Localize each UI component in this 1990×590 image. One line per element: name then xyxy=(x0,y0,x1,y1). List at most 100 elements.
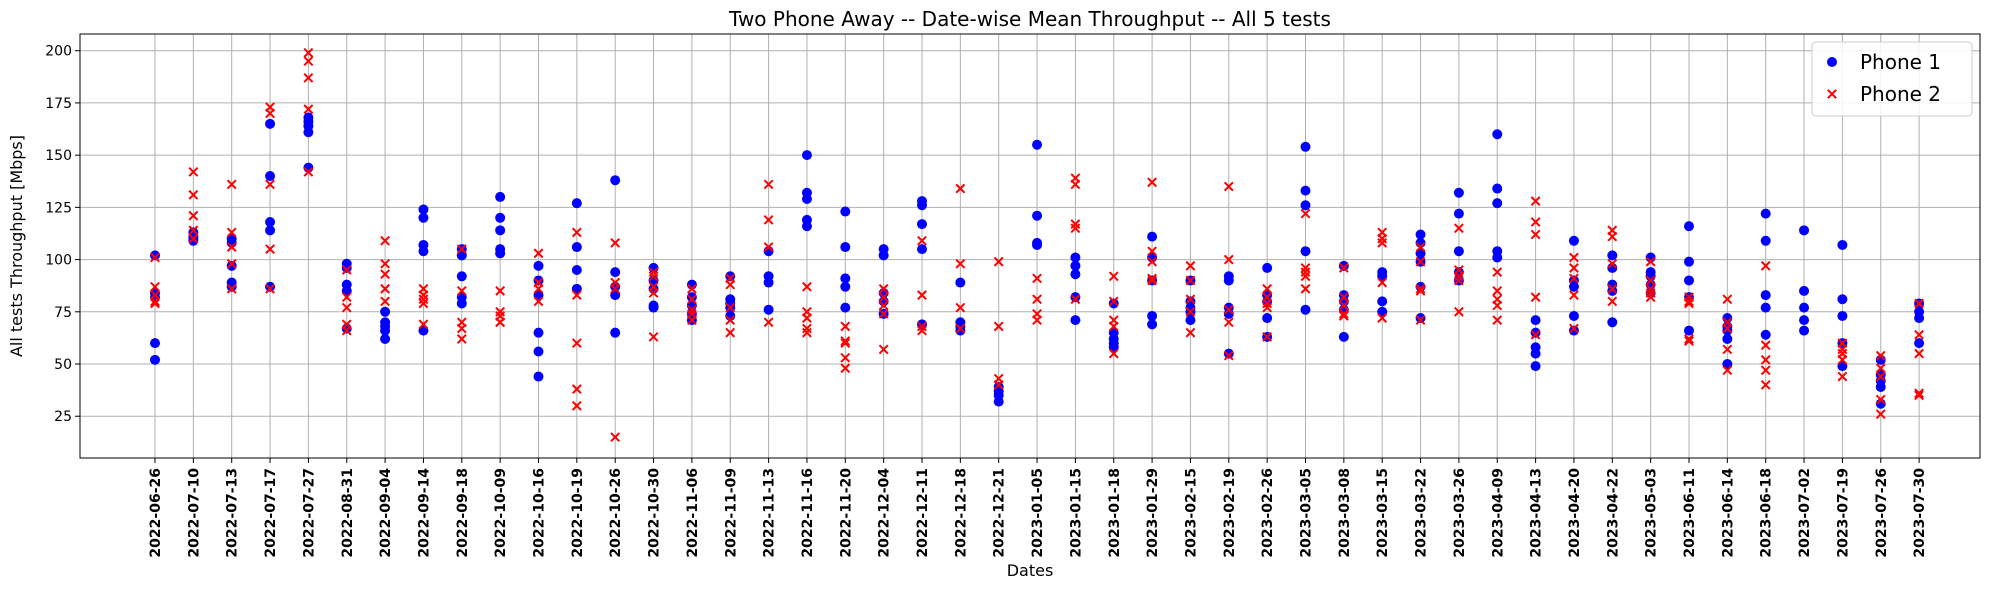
x-axis-label: Dates xyxy=(1007,561,1054,580)
point-phone-1 xyxy=(1530,361,1541,372)
x-tick-label: 2023-07-02 xyxy=(1797,468,1813,558)
point-phone-2 xyxy=(1108,321,1119,332)
point-phone-2 xyxy=(1300,263,1311,273)
point-phone-2 xyxy=(1530,196,1541,207)
point-phone-2 xyxy=(571,227,582,238)
x-tick-label: 2023-04-09 xyxy=(1490,468,1506,558)
point-phone-1 xyxy=(1453,246,1464,257)
point-phone-2 xyxy=(648,331,659,342)
point-phone-2 xyxy=(1108,348,1119,359)
y-axis-ticks: 25 50 75 100 125 150 175 200 xyxy=(45,44,80,425)
point-phone-2 xyxy=(1530,229,1541,240)
point-phone-1 xyxy=(955,325,966,336)
point-phone-1 xyxy=(1530,348,1541,359)
x-tick-label: 2022-12-21 xyxy=(992,468,1008,558)
x-tick-label: 2023-03-26 xyxy=(1452,468,1468,558)
point-phone-2 xyxy=(303,104,314,115)
point-phone-1 xyxy=(1070,269,1081,280)
point-phone-2 xyxy=(1300,271,1311,282)
point-phone-2 xyxy=(303,47,314,58)
point-phone-1 xyxy=(1147,310,1158,321)
point-phone-2 xyxy=(1415,283,1426,294)
point-phone-2 xyxy=(1070,219,1081,229)
point-phone-1 xyxy=(571,265,582,276)
point-phone-2 xyxy=(1070,223,1081,234)
point-phone-1 xyxy=(418,246,429,257)
point-phone-2 xyxy=(1760,365,1771,376)
point-phone-1 xyxy=(1607,285,1618,296)
point-phone-1 xyxy=(1760,235,1771,246)
x-tick-label: 2022-11-13 xyxy=(762,468,778,558)
point-phone-1 xyxy=(648,302,659,313)
x-tick-label: 2023-06-14 xyxy=(1720,468,1736,558)
point-phone-1 xyxy=(418,204,429,215)
point-phone-2 xyxy=(840,338,851,349)
point-phone-2 xyxy=(1108,296,1119,307)
point-phone-2 xyxy=(265,283,275,294)
point-phone-1 xyxy=(1300,200,1311,211)
point-phone-2 xyxy=(1569,273,1579,284)
point-phone-1 xyxy=(571,242,582,253)
point-phone-2 xyxy=(418,319,429,330)
point-phone-1 xyxy=(1300,304,1311,315)
point-phone-2 xyxy=(917,235,927,246)
point-phone-1 xyxy=(380,333,391,344)
point-phone-2 xyxy=(1914,329,1925,340)
point-phone-1 xyxy=(1684,221,1694,232)
point-phone-1 xyxy=(1338,331,1349,342)
point-phone-1 xyxy=(1837,239,1848,250)
point-phone-2 xyxy=(1914,390,1925,401)
point-phone-1 xyxy=(1722,325,1733,336)
point-phone-2 xyxy=(1453,271,1464,282)
point-phone-2 xyxy=(878,308,889,319)
point-phone-2 xyxy=(1262,331,1273,342)
point-phone-2 xyxy=(1607,296,1618,307)
point-phone-2 xyxy=(1492,285,1503,296)
point-phone-2 xyxy=(1722,294,1733,305)
point-phone-2 xyxy=(610,283,621,294)
point-phone-2 xyxy=(533,283,544,294)
x-axis-ticks: 2022-06-26 2022-07-10 2022-07-13 2022-07-17… xyxy=(148,458,1928,558)
point-phone-1 xyxy=(1799,285,1810,296)
point-phone-2 xyxy=(1415,256,1426,267)
point-phone-2 xyxy=(1645,283,1656,294)
point-phone-2 xyxy=(150,281,160,292)
point-phone-1 xyxy=(1722,333,1733,344)
y-tick-label: 50 xyxy=(54,357,72,373)
point-phone-2 xyxy=(686,304,697,315)
point-phone-1 xyxy=(917,219,927,230)
x-tick-label: 2023-07-19 xyxy=(1835,468,1851,558)
point-phone-2 xyxy=(1645,275,1656,286)
point-phone-2 xyxy=(571,290,582,300)
point-phone-1 xyxy=(1223,275,1234,286)
point-phone-2 xyxy=(763,242,774,252)
x-tick-label: 2023-07-30 xyxy=(1912,468,1928,558)
point-phone-2 xyxy=(1147,256,1158,267)
point-phone-1 xyxy=(840,281,851,292)
point-phone-1 xyxy=(840,206,851,217)
point-phone-1 xyxy=(533,327,544,338)
point-phone-2 xyxy=(802,281,812,292)
point-phone-2 xyxy=(1837,354,1848,365)
point-phone-2 xyxy=(1300,208,1311,219)
point-phone-2 xyxy=(265,179,275,190)
point-phone-2 xyxy=(1607,258,1618,269)
point-phone-1 xyxy=(686,292,697,303)
point-phone-1 xyxy=(610,327,621,338)
point-phone-1 xyxy=(1262,313,1273,324)
point-phone-1 xyxy=(1760,208,1771,219)
point-phone-2 xyxy=(495,317,506,328)
point-phone-2 xyxy=(571,338,582,349)
point-phone-2 xyxy=(917,325,927,336)
point-phone-2 xyxy=(265,244,275,255)
x-tick-label: 2022-11-20 xyxy=(838,468,854,558)
point-phone-2 xyxy=(1185,275,1196,286)
point-phone-1 xyxy=(341,262,352,273)
point-phone-2 xyxy=(1338,292,1349,303)
point-phone-2 xyxy=(380,283,391,294)
point-phone-2 xyxy=(648,267,659,278)
point-phone-2 xyxy=(1185,260,1196,271)
x-tick-label: 2022-09-18 xyxy=(455,468,471,558)
point-phone-2 xyxy=(1875,371,1886,382)
point-phone-2 xyxy=(955,183,966,194)
